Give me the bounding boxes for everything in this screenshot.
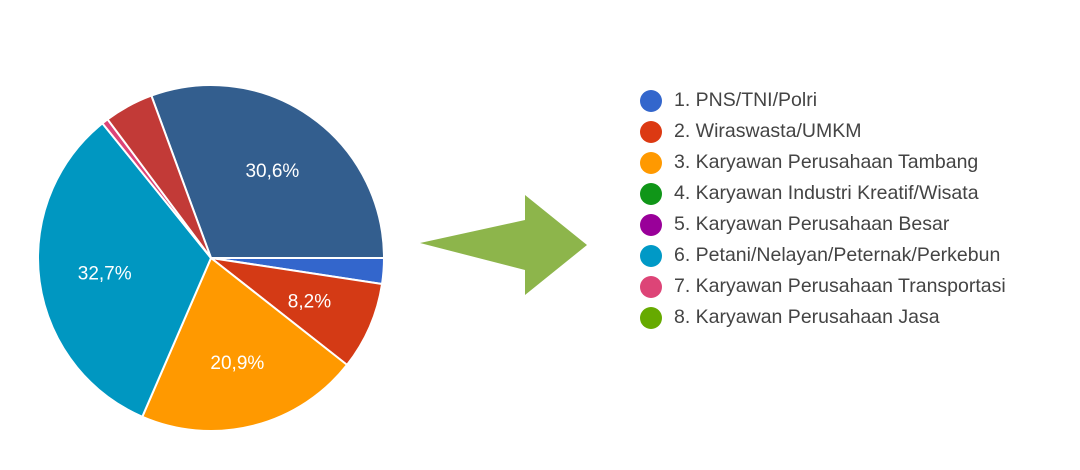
legend-swatch (640, 244, 662, 267)
pie-slice-3 (140, 256, 349, 432)
legend-label: 5. Karyawan Perusahaan Besar (674, 213, 950, 235)
legend-swatch (640, 306, 662, 329)
pie-chart: 30,6% 8,2% 20,9% 32,7% (37, 84, 386, 432)
legend-item: 2. Wiraswasta/UMKM (640, 116, 1006, 147)
slice-data-label: 32,7% (78, 263, 132, 284)
legend-swatch (640, 213, 662, 236)
slice-data-label: 8,2% (288, 292, 331, 313)
legend-swatch (640, 120, 662, 143)
legend-label: 4. Karyawan Industri Kreatif/Wisata (674, 182, 979, 204)
legend-swatch (640, 182, 662, 205)
pie-slice-2 (207, 256, 384, 367)
legend-label: 2. Wiraswasta/UMKM (674, 120, 862, 142)
chart-legend: 1. PNS/TNI/Polri 2. Wiraswasta/UMKM 3. K… (640, 85, 1006, 333)
legend-item: 5. Karyawan Perusahaan Besar (640, 209, 1006, 240)
legend-swatch (640, 151, 662, 174)
legend-label: 6. Petani/Nelayan/Peternak/Perkebun (674, 244, 1001, 266)
pie-slice-6 (37, 121, 213, 419)
legend-swatch (640, 89, 662, 112)
pie-slice-extra (150, 84, 386, 259)
legend-swatch (640, 275, 662, 298)
pie-slice-8 (106, 94, 212, 259)
legend-label: 8. Karyawan Perusahaan Jasa (674, 306, 940, 328)
legend-item: 3. Karyawan Perusahaan Tambang (640, 147, 1006, 178)
legend-label: 1. PNS/TNI/Polri (674, 89, 818, 111)
legend-label: 7. Karyawan Perusahaan Transportasi (674, 275, 1006, 297)
arrow-right-icon (420, 195, 587, 295)
slice-data-label: 30,6% (245, 161, 299, 182)
legend-item: 1. PNS/TNI/Polri (640, 85, 1006, 116)
legend-item: 8. Karyawan Perusahaan Jasa (640, 302, 1006, 333)
legend-label: 3. Karyawan Perusahaan Tambang (674, 151, 979, 173)
legend-item: 7. Karyawan Perusahaan Transportasi (640, 271, 1006, 302)
legend-item: 6. Petani/Nelayan/Peternak/Perkebun (640, 240, 1006, 271)
slice-data-label: 20,9% (210, 353, 264, 374)
legend-item: 4. Karyawan Industri Kreatif/Wisata (640, 178, 1006, 209)
